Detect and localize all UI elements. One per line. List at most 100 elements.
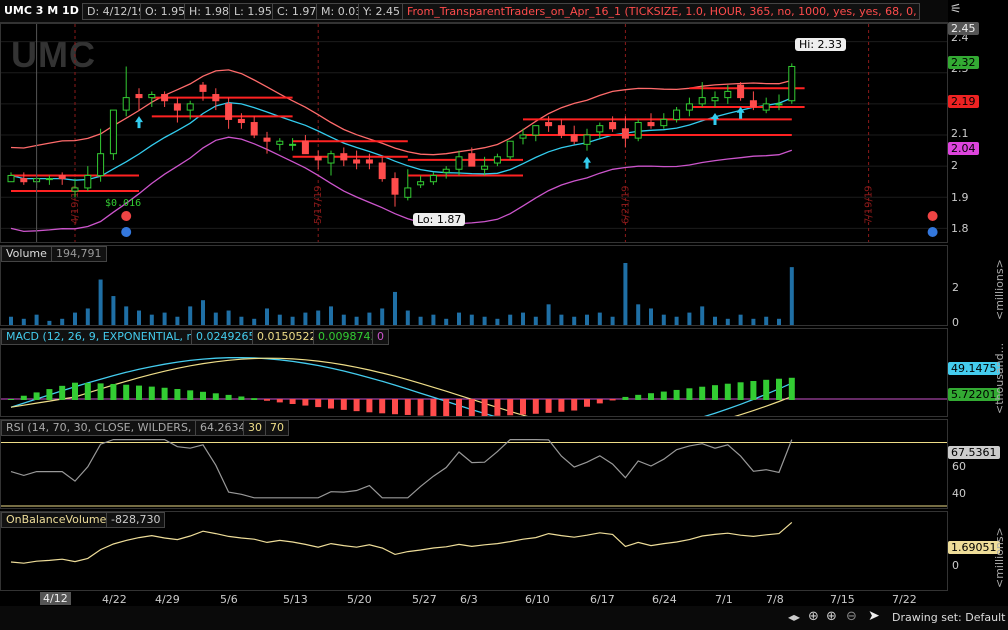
crosshair-icon[interactable]: ⊕ — [808, 609, 819, 624]
candle — [775, 103, 783, 106]
study-label[interactable]: From_TransparentTraders_on_Apr_16_1 (TIC… — [402, 3, 920, 20]
x-axis-label: 7/8 — [766, 593, 784, 606]
drawing-set-label[interactable]: Drawing set: Default — [892, 611, 1006, 624]
volume-bar — [85, 308, 90, 325]
change-field: M: 0.03 — [316, 3, 368, 20]
macd-histogram-bar — [712, 385, 718, 400]
macd-histogram-bar — [558, 399, 565, 412]
volume-bar — [751, 318, 756, 325]
volume-bar — [418, 316, 423, 325]
candle — [404, 187, 412, 198]
volume-pane[interactable]: Volume 194,791 — [0, 245, 948, 326]
buy-arrow-icon — [135, 116, 143, 129]
scroll-icon[interactable]: ◂▸ — [788, 610, 801, 624]
price-tag-upper: 2.19 — [948, 95, 979, 108]
macd-histogram-bar — [635, 394, 642, 400]
volume-bar — [213, 312, 218, 325]
macd-histogram-bar — [264, 399, 270, 401]
candle — [250, 122, 258, 136]
volume-bar — [73, 312, 77, 325]
candle — [20, 178, 28, 183]
volume-bar — [457, 312, 461, 325]
volume-bar — [700, 306, 705, 325]
volume-bar — [469, 314, 474, 325]
macd-histogram-bar — [187, 390, 194, 400]
x-axis-label: 7/22 — [892, 593, 917, 606]
vertical-date-label: 6/21/19 — [620, 185, 631, 224]
candle — [660, 118, 668, 127]
candle — [429, 174, 437, 183]
macd-histogram-bar — [724, 383, 731, 400]
candle — [289, 143, 297, 146]
macd-pane[interactable]: MACD (12, 26, 9, EXPONENTIAL, no) 0.0249… — [0, 328, 948, 417]
rsi-pane[interactable]: RSI (14, 70, 30, CLOSE, WILDERS, no) 64.… — [0, 419, 948, 509]
price-pane[interactable]: UMC 4/19/19 5/17/19 6/21/19 7/19/19 Hi: 2.3… — [0, 23, 948, 243]
macd-histogram-bar — [545, 399, 552, 413]
macd-histogram-bar — [776, 378, 782, 400]
x-axis-label: 6/10 — [525, 593, 550, 606]
cursor-icon[interactable]: ➤ — [868, 608, 880, 624]
rsi-value: 64.2634 — [195, 420, 251, 436]
rsi-line — [10, 439, 793, 499]
tick-2.1: 2.1 — [951, 127, 969, 140]
volume-bar — [290, 316, 295, 325]
bollinger-upper-line — [10, 69, 792, 156]
volume-bar — [674, 316, 679, 325]
volume-bar — [764, 316, 769, 325]
zoom-out-icon[interactable]: ⊖ — [846, 609, 857, 624]
candle — [762, 103, 770, 111]
macd-histogram-bar — [72, 382, 78, 400]
x-axis-label: 6/3 — [460, 593, 478, 606]
volume-chart — [9, 263, 794, 325]
low-field: L: 1.95 — [229, 3, 277, 20]
macd-histogram-bar — [673, 389, 680, 400]
macd-histogram-bar — [750, 381, 757, 400]
macd-histogram-bar — [660, 391, 667, 400]
macd-histogram-bar — [686, 388, 693, 400]
obv-title[interactable]: OnBalanceVolume — [1, 512, 112, 528]
macd-histogram-bar — [648, 393, 654, 400]
x-axis-label: 7/1 — [715, 593, 733, 606]
volume-title[interactable]: Volume — [1, 246, 52, 262]
chart-header: UMC 3 M 1D D: 4/12/19 O: 1.95 H: 1.98 L:… — [0, 0, 962, 23]
macd-histogram-bar — [110, 383, 117, 400]
candle — [621, 128, 629, 139]
volume-bar — [329, 306, 333, 325]
settings-icon[interactable]: ⚟ — [950, 2, 962, 17]
volume-bar — [341, 314, 346, 325]
macd-histogram-bar — [315, 399, 322, 408]
obv-chart — [10, 521, 793, 564]
rsi-title[interactable]: RSI (14, 70, 30, CLOSE, WILDERS, no) — [1, 420, 218, 436]
macd-histogram-bar — [123, 384, 130, 400]
macd-avg-line — [10, 357, 793, 416]
candle — [506, 140, 514, 158]
candle — [122, 97, 130, 111]
volume-bar — [482, 316, 487, 325]
obv-pane[interactable]: OnBalanceVolume -828,730 — [0, 511, 948, 591]
macd-histogram-bar — [46, 389, 53, 400]
candle — [135, 94, 143, 99]
volume-bar — [239, 316, 244, 325]
candle — [442, 168, 450, 173]
volume-value: 194,791 — [51, 246, 107, 262]
macd-title[interactable]: MACD (12, 26, 9, EXPONENTIAL, no) — [1, 329, 210, 345]
buy-arrow-icon — [711, 112, 719, 125]
candle — [327, 153, 335, 164]
candle — [519, 134, 527, 139]
macd-diff: 0.0098743 — [313, 329, 383, 345]
volume-bar — [60, 318, 65, 325]
volume-bar — [597, 312, 602, 325]
bollinger-middle-line — [10, 97, 793, 181]
macd-histogram-bar — [161, 387, 168, 400]
candle — [737, 84, 745, 99]
candle — [391, 178, 399, 195]
symbol-label[interactable]: UMC 3 M 1D — [4, 4, 79, 17]
x-axis-label: 5/27 — [412, 593, 437, 606]
candle — [749, 100, 757, 108]
macd-histogram-bar — [8, 399, 14, 400]
rsi-oversold: 30 — [243, 420, 267, 436]
macd-histogram-bar — [148, 386, 155, 400]
x-axis-label: 4/22 — [102, 593, 127, 606]
zoom-in-icon[interactable]: ⊕ — [826, 609, 837, 624]
volume-bar — [9, 316, 13, 325]
